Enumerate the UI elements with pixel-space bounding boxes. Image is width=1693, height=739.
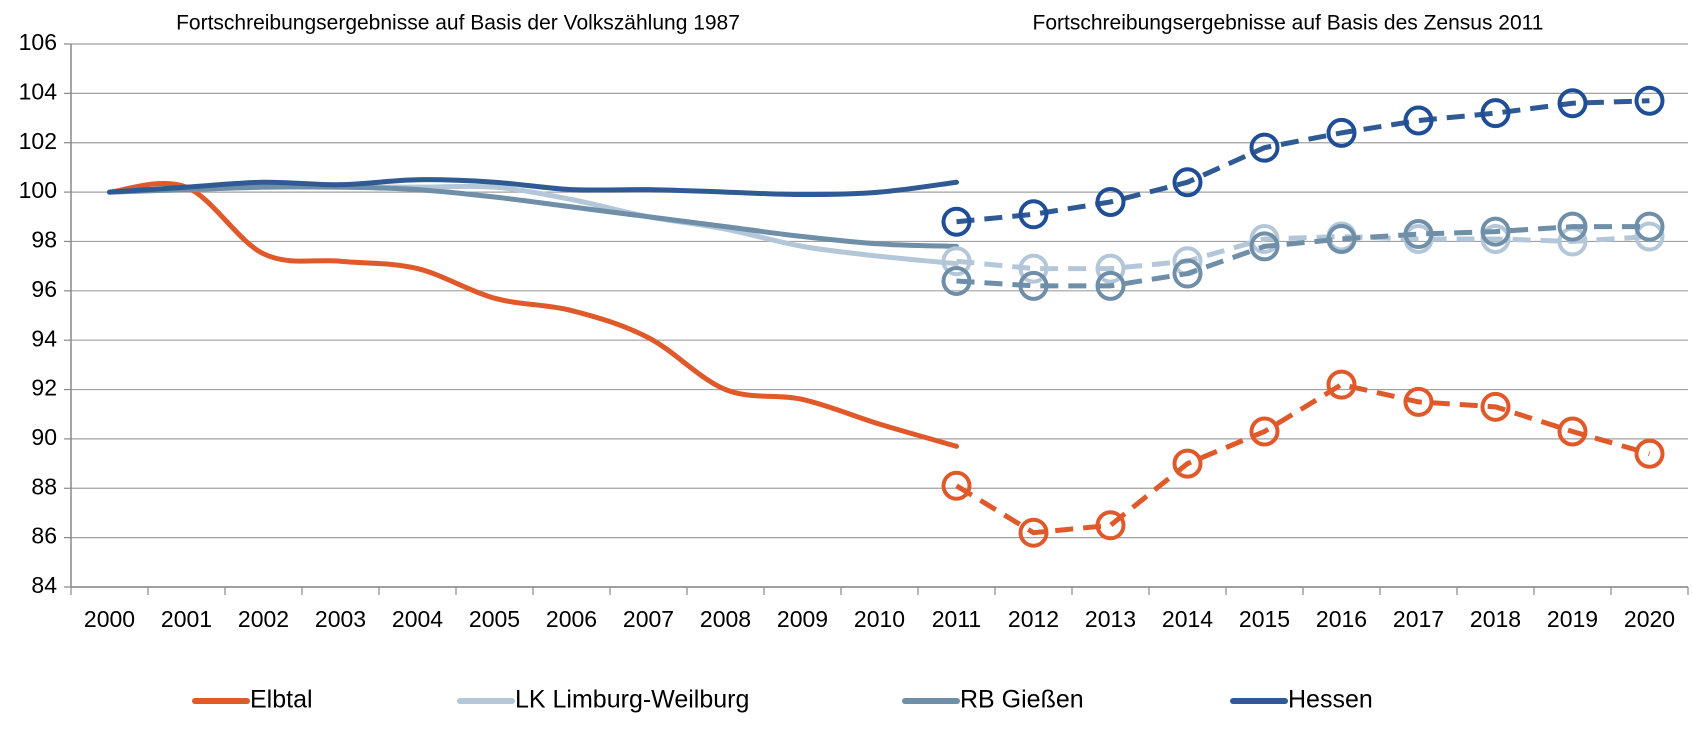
marker [1018,517,1049,548]
x-tick-label: 2011 [932,606,981,632]
x-tick-label: 2005 [469,606,520,632]
x-tick-label: 2007 [623,606,674,632]
marker [1480,391,1511,422]
marker [1634,211,1665,242]
marker [941,246,972,277]
marker [1018,270,1049,301]
marker [1557,88,1588,119]
line-old-basis [107,183,959,267]
y-tick-label: 86 [31,523,57,549]
marker [1557,416,1588,447]
marker [1557,211,1588,242]
marker [1018,199,1049,230]
marker [1172,448,1203,479]
marker [1634,85,1665,116]
y-tick-label: 98 [31,227,57,253]
x-tick-label: 2009 [777,606,828,632]
x-tick-label: 2000 [84,606,135,632]
x-tick-label: 2010 [854,606,905,632]
marker [1403,105,1434,136]
x-tick-label: 2016 [1316,606,1367,632]
marker [941,206,972,237]
line-old-basis [107,177,959,198]
x-tick-label: 2008 [700,606,751,632]
line-old-basis [107,184,959,249]
line-census-basis [956,98,1650,225]
marker [1326,369,1357,400]
y-tick-label: 106 [19,29,57,55]
marker [1095,186,1126,217]
line-census-basis [955,381,1651,536]
marker [941,470,972,501]
x-tick-label: 2018 [1470,606,1521,632]
x-tick-label: 2014 [1162,606,1213,632]
marker [1249,416,1280,447]
x-tick-label: 2002 [238,606,289,632]
marker [1172,167,1203,198]
y-tick-label: 84 [31,572,57,598]
marker [1095,253,1126,284]
marker [1403,219,1434,250]
y-tick-label: 90 [31,424,57,450]
y-tick-label: 92 [31,375,57,401]
x-tick-label: 2013 [1085,606,1136,632]
legend-label: Elbtal [250,686,313,714]
x-tick-label: 2019 [1547,606,1598,632]
marker [1172,258,1203,289]
x-tick-label: 2017 [1393,606,1444,632]
marker [1095,270,1126,301]
marker [1634,438,1665,469]
y-tick-label: 96 [31,276,57,302]
marker [1095,510,1126,541]
section-heading: Fortschreibungsergebnisse auf Basis der … [176,12,740,35]
x-tick-label: 2012 [1008,606,1059,632]
x-tick-label: 2003 [315,606,366,632]
y-tick-label: 88 [31,473,57,499]
marker [1249,231,1280,262]
x-tick-label: 2004 [392,606,443,632]
marker [1403,386,1434,417]
legend-label: RB Gießen [960,686,1084,714]
x-tick-label: 2006 [546,606,597,632]
marker [1326,223,1357,254]
marker [1018,253,1049,284]
y-tick-label: 100 [19,177,57,203]
marker [1249,132,1280,163]
legend-label: LK Limburg-Weilburg [515,686,749,714]
y-tick-label: 94 [31,325,57,351]
section-heading: Fortschreibungsergebnisse auf Basis des … [1033,12,1544,35]
marker [1326,117,1357,148]
line-census-basis [956,234,1650,272]
marker [941,265,972,296]
line-census-basis [956,224,1650,289]
marker [1634,221,1665,252]
marker [1480,98,1511,129]
y-tick-label: 104 [19,78,58,104]
legend-label: Hessen [1288,686,1373,714]
y-tick-label: 102 [19,128,57,154]
x-tick-label: 2015 [1239,606,1290,632]
x-tick-label: 2020 [1624,606,1675,632]
marker [1480,216,1511,247]
x-tick-label: 2001 [161,606,212,632]
line-old-basis [107,181,959,449]
